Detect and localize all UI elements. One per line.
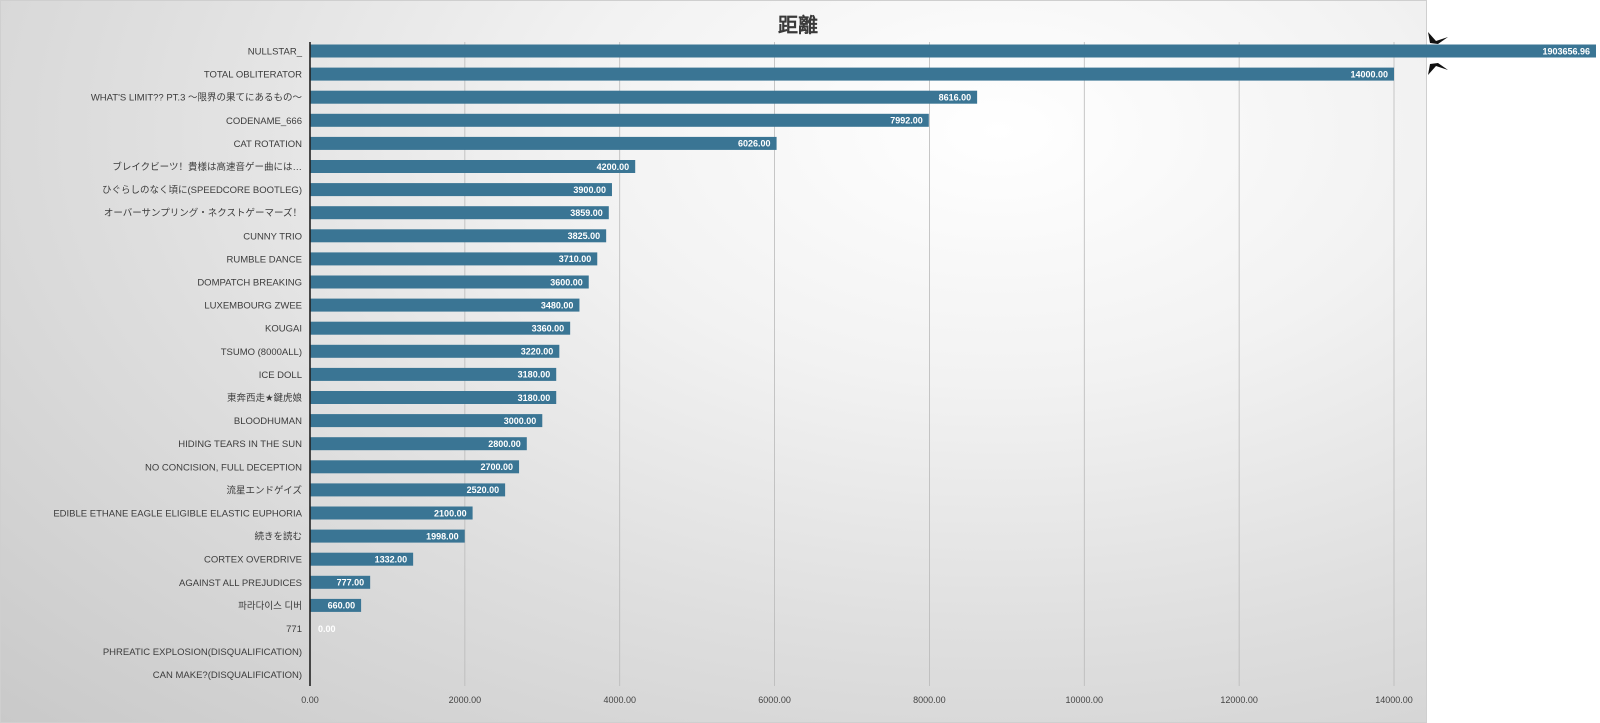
data-label: 2520.00: [467, 485, 500, 495]
category-label: 流星エンドゲイズ: [226, 484, 302, 496]
bar: [310, 183, 612, 197]
data-label: 1332.00: [375, 555, 408, 565]
bar: [310, 344, 560, 358]
data-label: 3180.00: [518, 370, 551, 380]
data-label: 2700.00: [481, 462, 514, 472]
bars: 1903656.96 14000.00 8616.00 7992.00 6026.00 4…: [310, 44, 1596, 634]
data-label: 8616.00: [939, 93, 972, 103]
x-tick-label: 6000.00: [758, 695, 791, 705]
bar: [310, 575, 371, 589]
bar: [310, 414, 543, 428]
data-label: 3859.00: [570, 208, 603, 218]
category-label: CODENAME_666: [226, 116, 302, 127]
category-label: KOUGAI: [265, 324, 302, 335]
bar: [310, 90, 978, 104]
bar: [310, 113, 929, 127]
x-tick-label: 0.00: [301, 695, 319, 705]
bar: [310, 529, 465, 543]
data-label: 3000.00: [504, 416, 537, 426]
category-label: ICE DOLL: [259, 370, 302, 381]
category-label: 続きを読む: [254, 531, 302, 543]
data-label: 1903656.96: [1542, 46, 1590, 56]
bar: [310, 483, 506, 497]
data-label: 3900.00: [573, 185, 606, 195]
category-label: EDIBLE ETHANE EAGLE ELIGIBLE ELASTIC EUP…: [53, 509, 302, 520]
bar: [310, 437, 527, 451]
bar: [310, 391, 557, 404]
bar: [310, 206, 609, 220]
x-tick-label: 4000.00: [603, 695, 636, 705]
data-label: 3825.00: [568, 231, 601, 241]
category-labels: NULLSTAR_ TOTAL OBLITERATOR WHAT'S LIMIT??…: [53, 47, 302, 682]
category-label: オーバーサンプリング・ネクストゲーマーズ！: [104, 207, 302, 219]
bar: [310, 160, 636, 173]
data-label: 0.00: [318, 624, 336, 634]
x-tick-label: 14000.00: [1375, 695, 1413, 705]
category-label: ひぐらしのなく頃に(SPEEDCORE BOOTLEG): [102, 185, 302, 196]
bar: [310, 506, 473, 520]
category-label: RUMBLE DANCE: [227, 254, 303, 265]
x-axis-ticks: 0.00 2000.00 4000.00 6000.00 8000.00 10000.00…: [301, 695, 1413, 705]
bar: [310, 321, 571, 335]
bar: [310, 598, 362, 612]
data-label: 777.00: [337, 578, 365, 588]
category-label: DOMPATCH BREAKING: [197, 278, 302, 289]
x-tick-label: 2000.00: [449, 695, 482, 705]
category-label: CAN MAKE?(DISQUALIFICATION): [153, 670, 302, 681]
category-label: PHREATIC EXPLOSION(DISQUALIFICATION): [103, 647, 302, 658]
category-label: 東奔西走★鍵虎娘: [227, 392, 303, 404]
bar: [310, 367, 557, 381]
bar: [310, 67, 1394, 81]
bar: [310, 229, 607, 243]
category-label: ブレイクビーツ！貴様は高速音ゲー曲には…: [112, 161, 302, 173]
category-label: WHAT'S LIMIT?? PT.3 〜限界の果てにあるもの〜: [91, 93, 303, 104]
data-label: 2800.00: [488, 439, 521, 449]
data-label: 1998.00: [426, 531, 459, 541]
x-tick-label: 8000.00: [913, 695, 946, 705]
category-label: LUXEMBOURG ZWEE: [204, 301, 302, 312]
data-label: 660.00: [328, 601, 356, 611]
category-label: AGAINST ALL PREJUDICES: [179, 578, 302, 589]
category-label: 771: [286, 624, 302, 635]
axis-break-marks: [1428, 32, 1448, 75]
chart-title: 距離: [778, 13, 818, 37]
data-label: 3710.00: [559, 254, 592, 264]
bar: [310, 252, 598, 266]
category-label: CUNNY TRIO: [243, 231, 302, 242]
data-label: 2100.00: [434, 508, 467, 518]
category-label: CORTEX OVERDRIVE: [204, 555, 302, 566]
bar: [310, 275, 589, 289]
category-label: NO CONCISION, FULL DECEPTION: [145, 462, 302, 473]
data-label: 7992.00: [890, 116, 923, 126]
data-label: 3600.00: [550, 277, 583, 287]
axis-break-mark: [1428, 32, 1448, 44]
data-label: 6026.00: [738, 139, 771, 149]
axis-break-mark: [1428, 63, 1448, 75]
category-label: 파라다이스 디버: [238, 601, 302, 612]
category-label: TOTAL OBLITERATOR: [204, 70, 302, 81]
bar: [310, 44, 1596, 58]
category-label: BLOODHUMAN: [234, 416, 302, 427]
x-tick-label: 12000.00: [1220, 695, 1258, 705]
category-label: TSUMO (8000ALL): [221, 347, 302, 358]
bar: [310, 136, 777, 150]
bar: [310, 460, 520, 474]
bar: [310, 552, 414, 566]
category-label: NULLSTAR_: [248, 47, 303, 58]
bar: [310, 298, 580, 312]
data-label: 3180.00: [518, 393, 551, 403]
category-label: CAT ROTATION: [234, 139, 303, 150]
x-tick-label: 10000.00: [1066, 695, 1104, 705]
data-label: 3480.00: [541, 300, 574, 310]
data-label: 3360.00: [532, 324, 565, 334]
data-label: 3220.00: [521, 347, 554, 357]
data-label: 14000.00: [1350, 69, 1388, 79]
category-label: HIDING TEARS IN THE SUN: [178, 439, 302, 450]
data-label: 4200.00: [597, 162, 630, 172]
